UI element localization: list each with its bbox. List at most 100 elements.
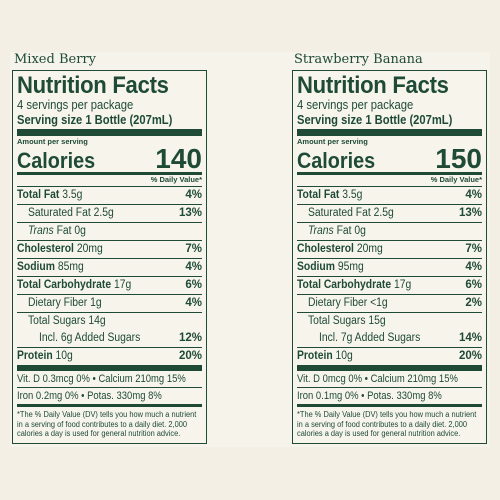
total-sugars-label: Total Sugars 15g bbox=[308, 315, 386, 327]
vitamins-text-1: Vit. D 0mcg 0% • Calcium 210mg 15% bbox=[297, 372, 458, 385]
calories-row: Calories 140 bbox=[17, 143, 202, 174]
carbohydrate-label: Total Carbohydrate bbox=[297, 279, 392, 291]
total-fat-dv: 4% bbox=[465, 189, 482, 201]
protein-label: Protein bbox=[297, 350, 333, 362]
saturated-fat-dv: 13% bbox=[178, 207, 202, 219]
total-fat-amount: 3.5g bbox=[342, 189, 363, 201]
nutrition-label: Nutrition Facts 4 servings per package S… bbox=[292, 70, 487, 444]
trans-fat-amount: Fat 0g bbox=[56, 225, 86, 237]
flavor-name: Strawberry Banana bbox=[294, 52, 423, 67]
cholesterol-dv: 7% bbox=[465, 243, 482, 255]
divider-medium bbox=[297, 172, 482, 175]
total-carbohydrate-row: Total Carbohydrate 17g 6% bbox=[297, 277, 482, 295]
vitamins-row-1: Vit. D 0.3mcg 0% • Calcium 210mg 15% bbox=[17, 371, 202, 388]
dietary-fiber-row: Dietary Fiber <1g 2% bbox=[297, 295, 482, 313]
vitamins-text-2: Iron 0.1mg 0% • Potas. 330mg 8% bbox=[297, 389, 442, 402]
added-sugars-row: Incl. 7g Added Sugars 14% bbox=[297, 330, 482, 348]
vitamins-text-2: Iron 0.2mg 0% • Potas. 330mg 8% bbox=[17, 389, 162, 402]
saturated-fat-row: Saturated Fat 2.5g 13% bbox=[297, 205, 482, 223]
calories-label: Calories bbox=[297, 148, 376, 173]
total-fat-row: Total Fat 3.5g 4% bbox=[17, 187, 202, 205]
sodium-row: Sodium 85mg 4% bbox=[17, 259, 202, 277]
total-sugars-row: Total Sugars 14g bbox=[17, 313, 202, 330]
protein-dv: 20% bbox=[178, 350, 202, 362]
serving-size: Serving size 1 Bottle (207mL) bbox=[297, 112, 453, 127]
divider-thick bbox=[297, 129, 482, 136]
vitamins-text-1: Vit. D 0.3mcg 0% • Calcium 210mg 15% bbox=[17, 372, 186, 385]
dietary-fiber-dv: 4% bbox=[185, 297, 202, 309]
dietary-fiber-dv: 2% bbox=[465, 297, 482, 309]
total-sugars-row: Total Sugars 15g bbox=[297, 313, 482, 330]
cholesterol-amount: 20mg bbox=[356, 243, 383, 255]
total-fat-dv: 4% bbox=[185, 189, 202, 201]
added-sugars-label: Incl. 6g Added Sugars bbox=[39, 332, 141, 344]
total-sugars-label: Total Sugars 14g bbox=[28, 315, 106, 327]
servings-per-package: 4 servings per package bbox=[17, 98, 134, 112]
amount-per-serving: Amount per serving bbox=[297, 137, 368, 146]
total-fat-label: Total Fat bbox=[17, 189, 60, 201]
total-fat-row: Total Fat 3.5g 4% bbox=[297, 187, 482, 205]
amount-per-serving: Amount per serving bbox=[17, 137, 88, 146]
sodium-row: Sodium 95mg 4% bbox=[297, 259, 482, 277]
daily-value-header: % Daily Value* bbox=[17, 175, 202, 187]
total-fat-amount: 3.5g bbox=[62, 189, 83, 201]
protein-row: Protein 10g 20% bbox=[17, 348, 202, 371]
nutrition-facts-title: Nutrition Facts bbox=[17, 72, 169, 99]
vitamins-row-2: Iron 0.2mg 0% • Potas. 330mg 8% bbox=[17, 388, 202, 407]
cholesterol-row: Cholesterol 20mg 7% bbox=[297, 241, 482, 259]
cholesterol-label: Cholesterol bbox=[17, 243, 74, 255]
added-sugars-dv: 14% bbox=[458, 332, 482, 344]
carbohydrate-dv: 6% bbox=[465, 279, 482, 291]
protein-row: Protein 10g 20% bbox=[297, 348, 482, 371]
cholesterol-amount: 20mg bbox=[76, 243, 103, 255]
calories-row: Calories 150 bbox=[297, 143, 482, 174]
sodium-label: Sodium bbox=[297, 261, 335, 273]
flavor-name: Mixed Berry bbox=[14, 52, 96, 67]
vitamins-row-1: Vit. D 0mcg 0% • Calcium 210mg 15% bbox=[297, 371, 482, 388]
product-mixed-berry: Mixed Berry Nutrition Facts 4 servings p… bbox=[12, 52, 207, 444]
carbohydrate-label: Total Carbohydrate bbox=[17, 279, 112, 291]
cholesterol-label: Cholesterol bbox=[297, 243, 354, 255]
calories-value: 150 bbox=[435, 143, 482, 174]
saturated-fat-row: Saturated Fat 2.5g 13% bbox=[17, 205, 202, 223]
added-sugars-dv: 12% bbox=[178, 332, 202, 344]
protein-label: Protein bbox=[17, 350, 53, 362]
vitamins-row-2: Iron 0.1mg 0% • Potas. 330mg 8% bbox=[297, 388, 482, 407]
dietary-fiber-label: Dietary Fiber <1g bbox=[308, 297, 388, 309]
daily-value-footnote: *The % Daily Value (DV) tells you how mu… bbox=[17, 410, 197, 438]
saturated-fat-label: Saturated Fat 2.5g bbox=[28, 207, 114, 219]
calories-value: 140 bbox=[155, 143, 202, 174]
sodium-label: Sodium bbox=[17, 261, 55, 273]
nutrition-label: Nutrition Facts 4 servings per package S… bbox=[12, 70, 207, 444]
carbohydrate-dv: 6% bbox=[185, 279, 202, 291]
divider-medium bbox=[17, 172, 202, 175]
carbohydrate-amount: 17g bbox=[394, 279, 412, 291]
trans-fat-row: Trans Fat 0g bbox=[17, 223, 202, 241]
sodium-dv: 4% bbox=[185, 261, 202, 273]
daily-value-header: % Daily Value* bbox=[297, 175, 482, 187]
serving-size: Serving size 1 Bottle (207mL) bbox=[17, 112, 173, 127]
cholesterol-row: Cholesterol 20mg 7% bbox=[17, 241, 202, 259]
trans-fat-row: Trans Fat 0g bbox=[297, 223, 482, 241]
trans-fat-label: Trans bbox=[308, 225, 334, 237]
protein-amount: 10g bbox=[55, 350, 73, 362]
product-strawberry-banana: Strawberry Banana Nutrition Facts 4 serv… bbox=[292, 52, 487, 444]
carbohydrate-amount: 17g bbox=[114, 279, 132, 291]
sodium-dv: 4% bbox=[465, 261, 482, 273]
sodium-amount: 95mg bbox=[337, 261, 364, 273]
servings-per-package: 4 servings per package bbox=[297, 98, 414, 112]
trans-fat-label: Trans bbox=[28, 225, 54, 237]
total-carbohydrate-row: Total Carbohydrate 17g 6% bbox=[17, 277, 202, 295]
sodium-amount: 85mg bbox=[57, 261, 84, 273]
dietary-fiber-label: Dietary Fiber 1g bbox=[28, 297, 102, 309]
protein-dv: 20% bbox=[458, 350, 482, 362]
total-fat-label: Total Fat bbox=[297, 189, 340, 201]
daily-value-footnote: *The % Daily Value (DV) tells you how mu… bbox=[297, 410, 477, 438]
nutrition-facts-title: Nutrition Facts bbox=[297, 72, 449, 99]
calories-label: Calories bbox=[17, 148, 96, 173]
saturated-fat-dv: 13% bbox=[458, 207, 482, 219]
protein-amount: 10g bbox=[335, 350, 353, 362]
added-sugars-row: Incl. 6g Added Sugars 12% bbox=[17, 330, 202, 348]
added-sugars-label: Incl. 7g Added Sugars bbox=[319, 332, 421, 344]
trans-fat-amount: Fat 0g bbox=[336, 225, 366, 237]
